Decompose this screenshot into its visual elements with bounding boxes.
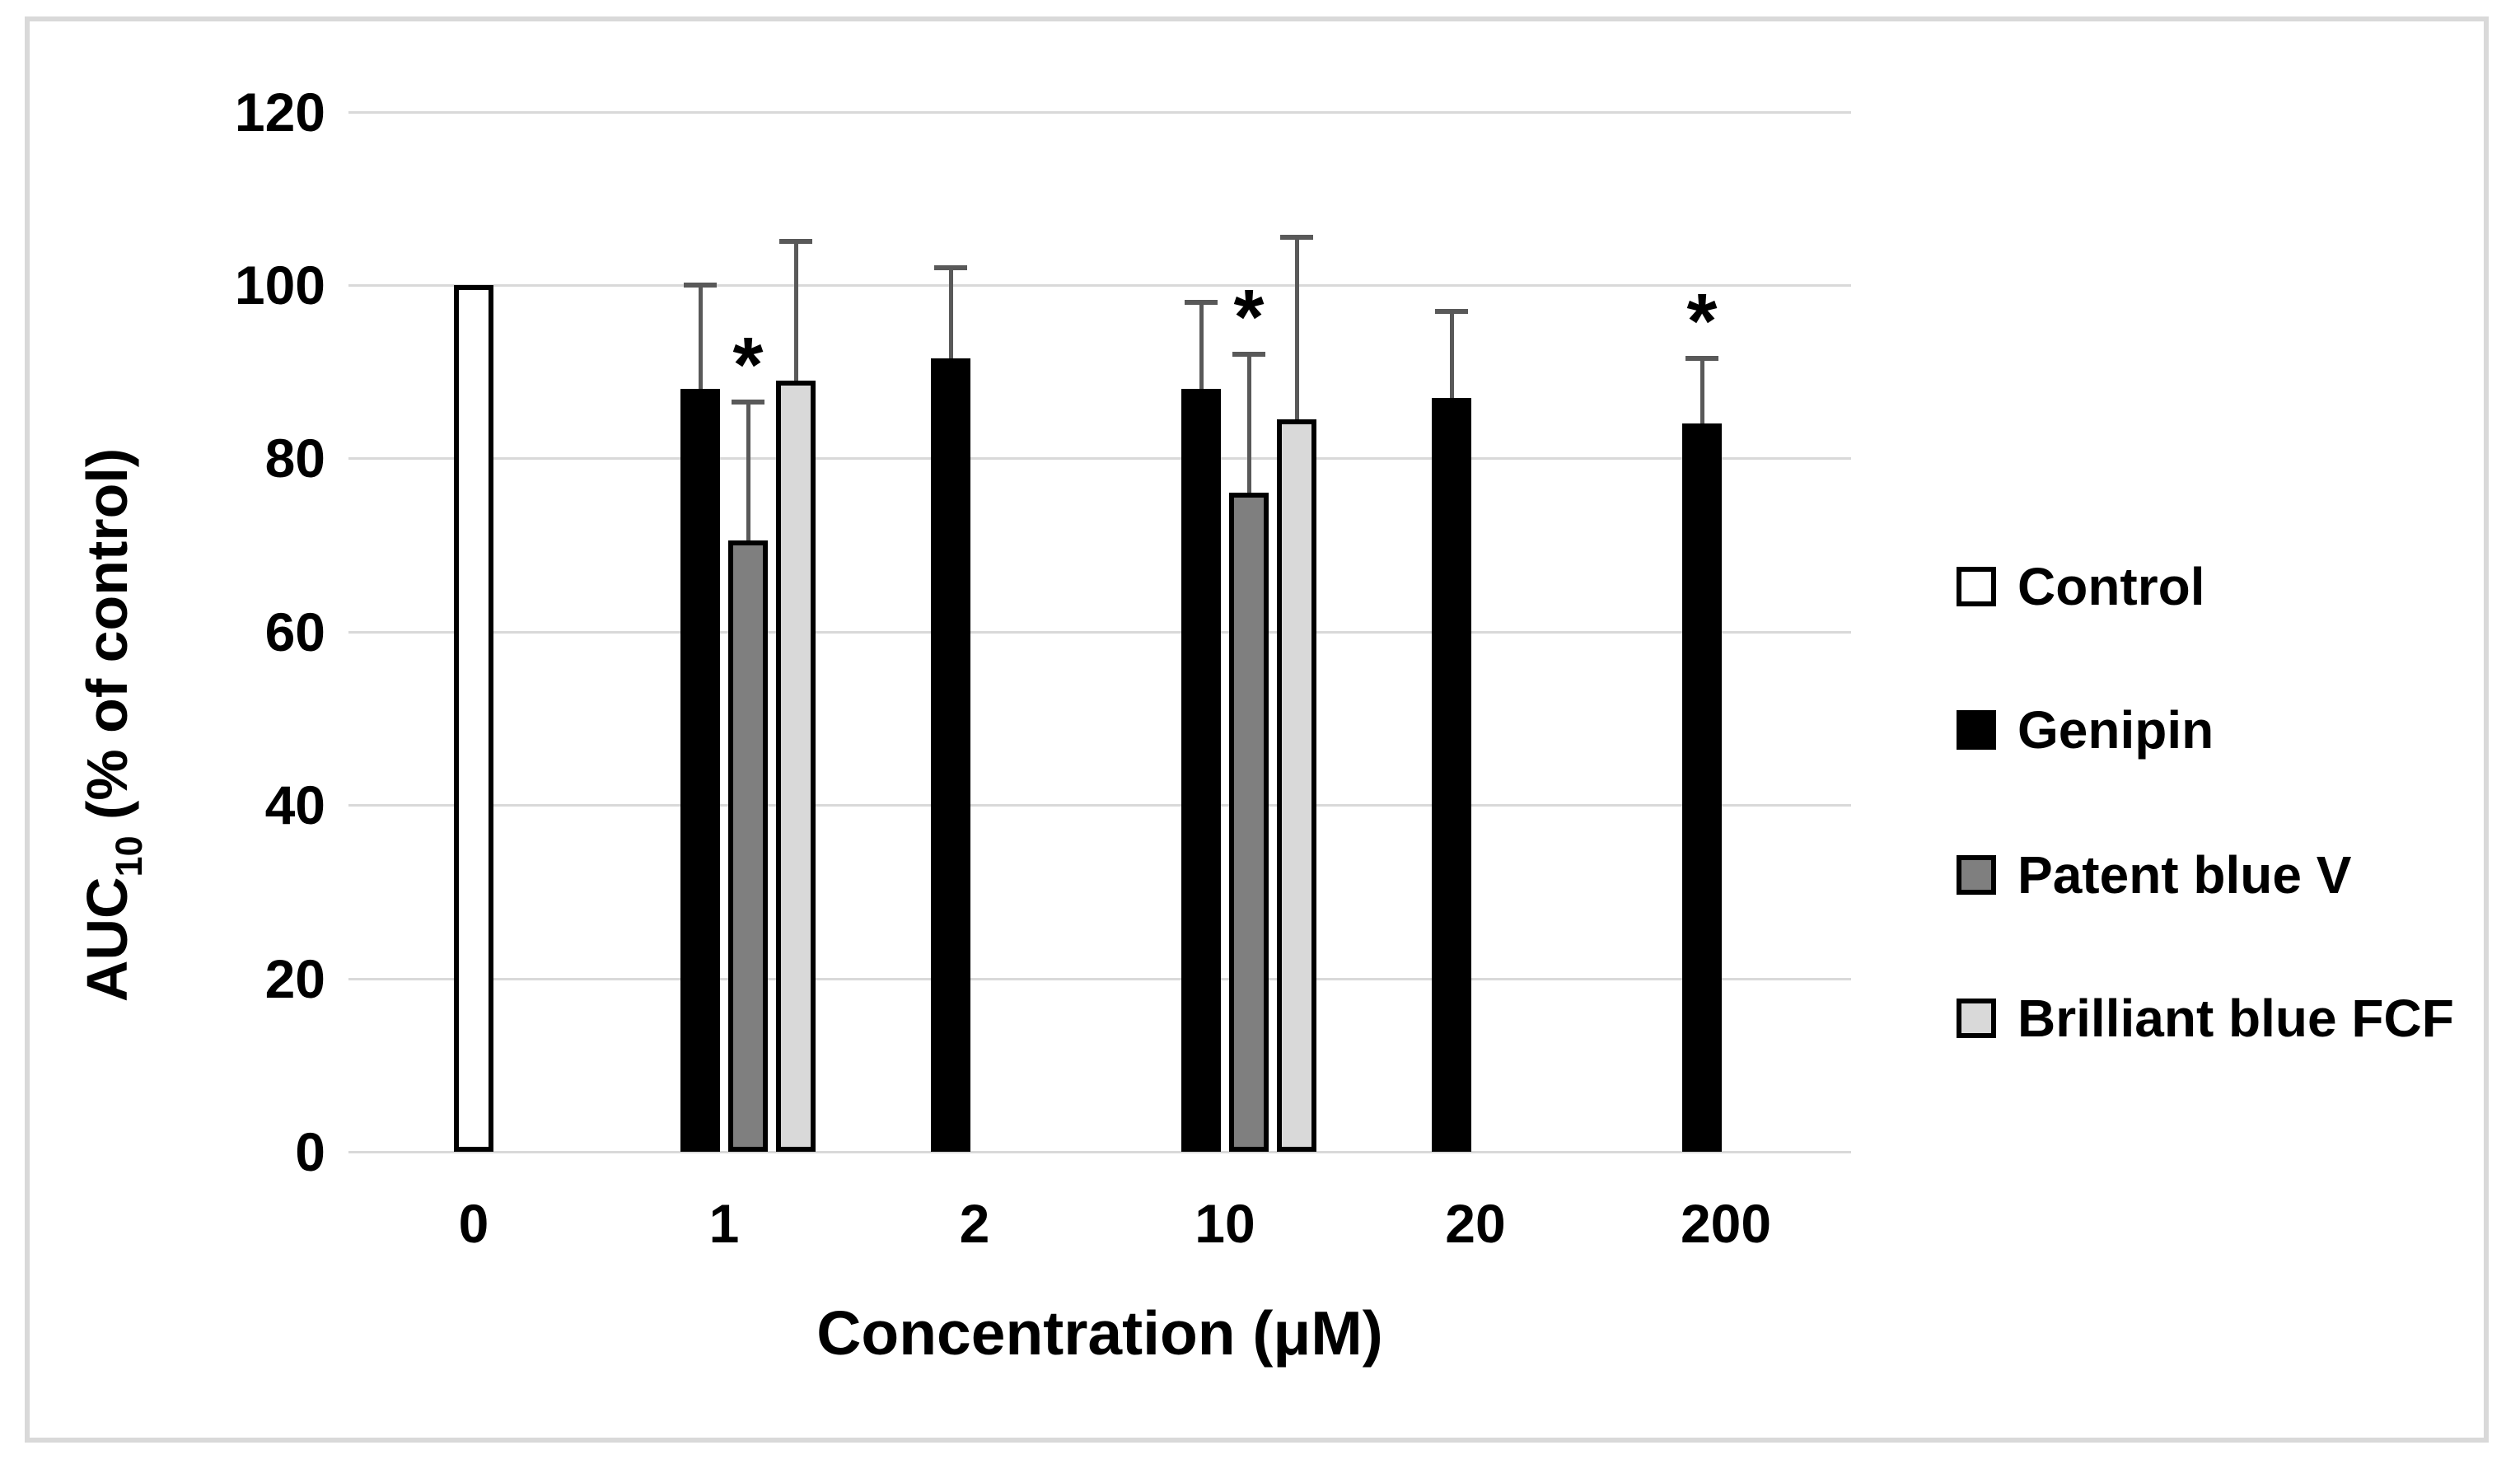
- error-bar-cap: [732, 400, 764, 405]
- x-tick-label: 0: [458, 1193, 489, 1254]
- bar-patent-blue-v-at-10: [1229, 493, 1269, 1152]
- brilliant-blue-fcf-swatch-icon: [1957, 999, 1996, 1038]
- error-bar-cap: [1232, 352, 1265, 358]
- x-axis-title: Concentration (μM): [816, 1298, 1383, 1368]
- bar-control-at-0: [454, 285, 493, 1152]
- bar-genipin-at-200: [1682, 423, 1722, 1152]
- bar-brilliant-blue-fcf-at-10: [1277, 419, 1316, 1152]
- x-tick-label: 10: [1195, 1193, 1255, 1254]
- x-tick-label: 2: [959, 1193, 990, 1254]
- legend-label: Control: [2017, 557, 2205, 616]
- error-bar-stem: [698, 285, 703, 390]
- genipin-swatch-icon: [1957, 710, 1996, 750]
- gridline: [348, 804, 1851, 807]
- bar-genipin-at-10: [1181, 389, 1221, 1152]
- error-bar-stem: [1246, 354, 1251, 493]
- error-bar-cap: [1280, 235, 1313, 241]
- error-bar-stem: [793, 241, 798, 381]
- gridline: [348, 977, 1851, 980]
- gridline: [348, 1151, 1851, 1153]
- bar-brilliant-blue-fcf-at-1: [776, 380, 816, 1152]
- error-bar-cap: [1185, 300, 1218, 306]
- x-tick-label: 200: [1680, 1193, 1772, 1254]
- error-bar-cap: [779, 239, 812, 245]
- legend-label: Brilliant blue FCF: [2017, 989, 2454, 1048]
- gridline: [348, 457, 1851, 461]
- error-bar-cap: [1685, 356, 1718, 362]
- gridline: [348, 284, 1851, 287]
- y-tick-label: 60: [264, 601, 325, 662]
- y-tick-label: 120: [234, 81, 325, 143]
- y-axis-title: AUC10 (% of control): [74, 231, 150, 1219]
- x-tick-label: 1: [708, 1193, 740, 1254]
- bar-genipin-at-1: [680, 389, 720, 1152]
- y-axis-title-subscript: 10: [108, 835, 150, 877]
- error-bar-stem: [1699, 358, 1704, 424]
- x-tick-label: 20: [1445, 1193, 1506, 1254]
- bar-patent-blue-v-at-1: [728, 540, 768, 1152]
- significance-asterisk: *: [732, 321, 764, 409]
- error-bar-cap: [684, 283, 717, 288]
- error-bar-stem: [1294, 237, 1299, 420]
- error-bar-cap: [1435, 308, 1468, 314]
- y-tick-label: 20: [264, 947, 325, 1009]
- legend-label: Patent blue V: [2017, 845, 2352, 905]
- legend-label: Genipin: [2017, 700, 2214, 760]
- control-swatch-icon: [1957, 567, 1996, 606]
- y-tick-label: 80: [264, 428, 325, 489]
- error-bar-stem: [948, 267, 953, 359]
- legend-item-genipin: Genipin: [1957, 699, 2214, 761]
- y-tick-label: 40: [264, 774, 325, 836]
- legend-item-patent-blue-v: Patent blue V: [1957, 844, 2351, 906]
- legend-item-brilliant-blue-fcf: Brilliant blue FCF: [1957, 987, 2454, 1050]
- significance-asterisk: *: [1233, 274, 1265, 362]
- error-bar-stem: [1449, 311, 1454, 398]
- patent-blue-v-swatch-icon: [1957, 855, 1996, 895]
- legend-item-control: Control: [1957, 555, 2205, 618]
- error-bar-stem: [746, 402, 750, 541]
- error-bar-cap: [934, 264, 967, 270]
- bar-genipin-at-2: [931, 358, 970, 1152]
- bar-genipin-at-20: [1432, 397, 1471, 1152]
- significance-asterisk: *: [1686, 278, 1718, 366]
- y-tick-label: 100: [234, 255, 325, 316]
- y-tick-label: 0: [295, 1121, 325, 1182]
- gridline: [348, 630, 1851, 634]
- error-bar-stem: [1199, 302, 1204, 390]
- gridline: [348, 110, 1851, 114]
